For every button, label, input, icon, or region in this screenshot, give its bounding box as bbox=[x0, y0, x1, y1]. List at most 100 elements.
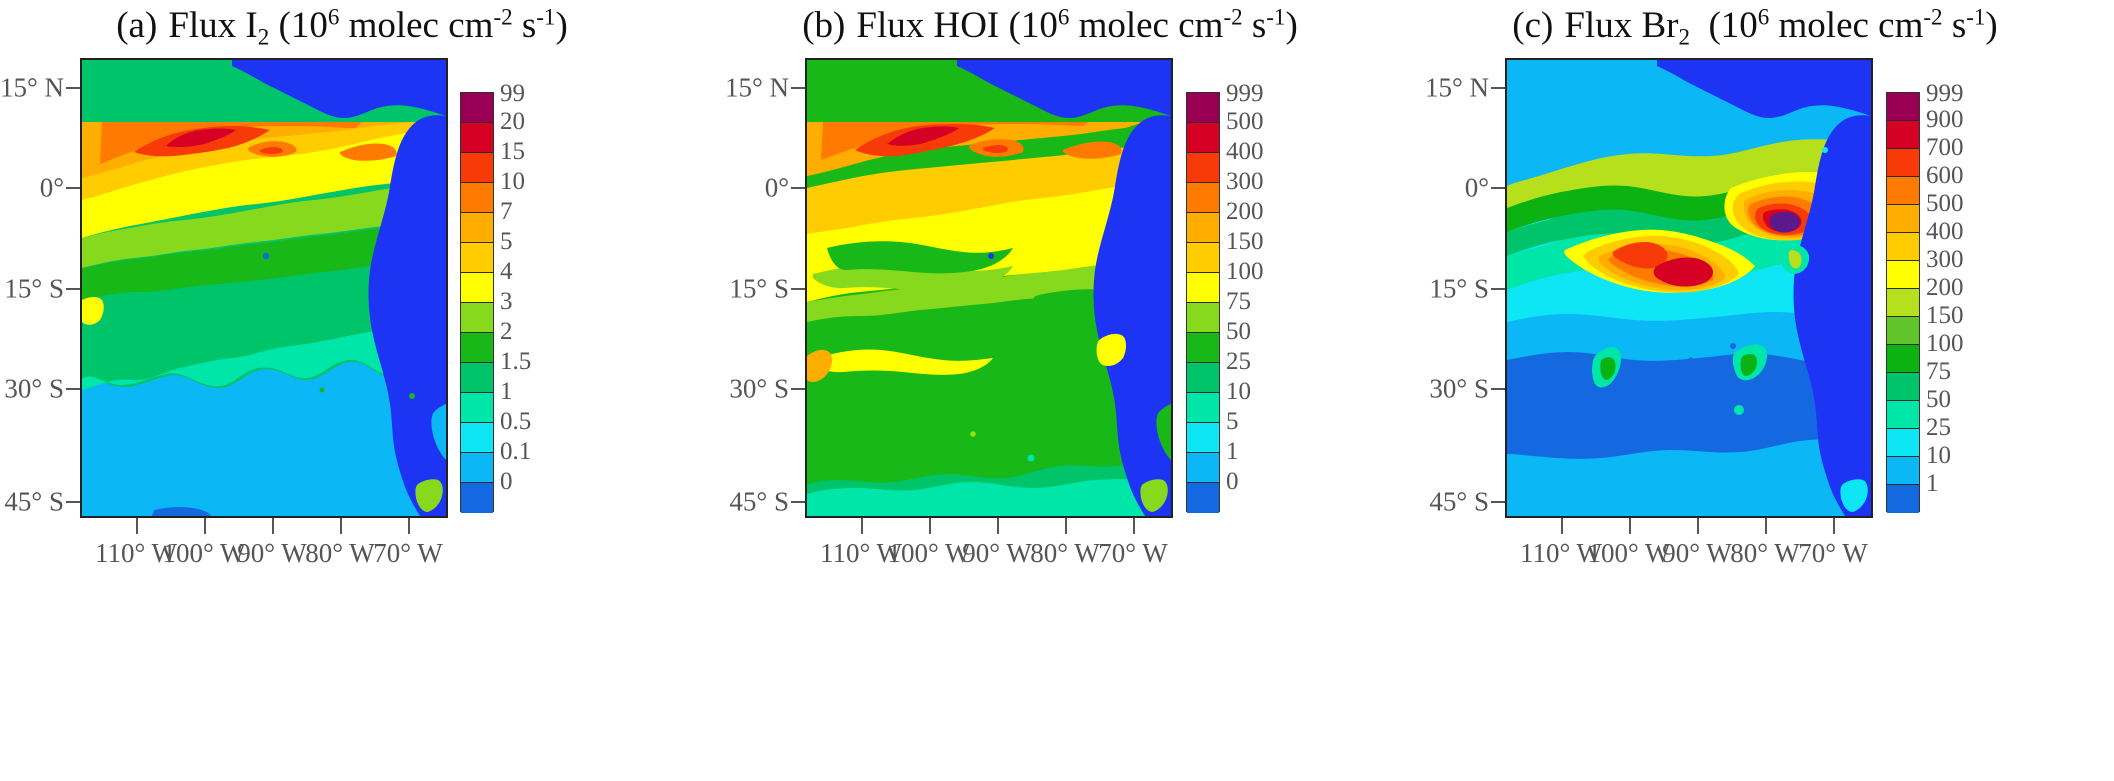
colorbar-a-label-0: 99 bbox=[500, 80, 525, 107]
colorbar-a-label-1: 20 bbox=[500, 108, 525, 135]
colorbar-c-segment-8 bbox=[1887, 317, 1919, 345]
x-tick-mark-c-0 bbox=[1561, 518, 1563, 534]
colorbar-a-segment-13 bbox=[461, 483, 493, 513]
colorbar-c-label-9: 100 bbox=[1926, 330, 1964, 357]
colorbar-a-segment-2 bbox=[461, 153, 493, 183]
y-tick-label-c-2: 15° S bbox=[1429, 273, 1489, 304]
panel-c-title-subscript: 2 bbox=[1678, 24, 1690, 50]
x-tick-label-a-4: 70° W bbox=[373, 538, 443, 568]
y-tick-mark-a-4 bbox=[66, 501, 80, 503]
colorbar-a-label-13: 0 bbox=[500, 468, 513, 495]
colorbar-b-segment-9 bbox=[1187, 363, 1219, 393]
colorbar-c-segment-0 bbox=[1887, 93, 1919, 121]
x-tick-label-c-0: 110° W bbox=[1519, 538, 1603, 568]
colorbar-b-label-12: 1 bbox=[1226, 438, 1239, 465]
colorbar-b-segment-3 bbox=[1187, 183, 1219, 213]
map-panel-b[interactable] bbox=[805, 58, 1173, 518]
x-tick-label-c-4: 70° W bbox=[1798, 538, 1868, 568]
colorbar-a-segment-6 bbox=[461, 273, 493, 303]
colorbar-a-label-11: 0.5 bbox=[500, 408, 532, 435]
colorbar-c-label-0: 999 bbox=[1926, 80, 1964, 107]
colorbar-a-segment-12 bbox=[461, 453, 493, 483]
map-panel-a[interactable] bbox=[80, 58, 448, 518]
colorbar-b-label-5: 150 bbox=[1226, 228, 1264, 255]
x-tick-mark-a-4 bbox=[408, 518, 410, 534]
colorbar-c-segment-13 bbox=[1887, 457, 1919, 485]
panel-c-units-s: s bbox=[1951, 5, 1967, 46]
colorbar-a-segment-1 bbox=[461, 123, 493, 153]
y-tick-label-b-2: 15° S bbox=[729, 273, 789, 304]
panel-b-units-exponent: 6 bbox=[1057, 4, 1070, 30]
colorbar-b-label-10: 10 bbox=[1226, 378, 1251, 405]
colorbar-c-segment-10 bbox=[1887, 373, 1919, 401]
colorbar-b[interactable] bbox=[1186, 92, 1220, 513]
colorbar-b-label-9: 25 bbox=[1226, 348, 1251, 375]
y-tick-label-c-4: 45° S bbox=[1429, 486, 1489, 517]
colorbar-b-segment-11 bbox=[1187, 423, 1219, 453]
panel-c-title-main: Flux Br bbox=[1564, 5, 1679, 46]
colorbar-b-label-11: 5 bbox=[1226, 408, 1239, 435]
colorbar-b-segment-13 bbox=[1187, 483, 1219, 513]
colorbar-a-label-12: 0.1 bbox=[500, 438, 532, 465]
panel-c: (c) Flux Br2 (106 molec cm-2 s-1) bbox=[1420, 0, 2114, 781]
colorbar-c-segment-14 bbox=[1887, 485, 1919, 513]
y-tick-label-c-0: 15° N bbox=[1424, 72, 1489, 103]
colorbar-c-label-6: 300 bbox=[1926, 246, 1964, 273]
colorbar-c-label-12: 25 bbox=[1926, 414, 1951, 441]
colorbar-a-label-4: 7 bbox=[500, 198, 513, 225]
colorbar-b-segment-0 bbox=[1187, 93, 1219, 123]
x-tick-label-c-2: 90° W bbox=[1662, 538, 1732, 568]
y-tick-label-a-2: 15° S bbox=[4, 273, 64, 304]
x-tick-label-a-2: 90° W bbox=[237, 538, 307, 568]
contour-map-a bbox=[82, 60, 446, 516]
colorbar-c-segment-6 bbox=[1887, 261, 1919, 289]
colorbar-c[interactable] bbox=[1886, 92, 1920, 513]
panel-c-units-sup2: -1 bbox=[1966, 4, 1986, 30]
colorbar-a-segment-7 bbox=[461, 303, 493, 333]
colorbar-c-label-13: 10 bbox=[1926, 442, 1951, 469]
colorbar-c-label-7: 200 bbox=[1926, 274, 1964, 301]
panel-c-units-exponent: 6 bbox=[1757, 4, 1770, 30]
panel-c-units-close: ) bbox=[1985, 5, 1998, 46]
colorbar-a-segment-10 bbox=[461, 393, 493, 423]
colorbar-b-label-13: 0 bbox=[1226, 468, 1239, 495]
y-tick-label-a-3: 30° S bbox=[4, 373, 64, 404]
contour-map-b bbox=[807, 60, 1171, 516]
y-tick-label-b-4: 45° S bbox=[729, 486, 789, 517]
panel-c-units-sup1: -2 bbox=[1923, 4, 1943, 30]
colorbar-a-label-8: 2 bbox=[500, 318, 513, 345]
y-tick-mark-c-3 bbox=[1491, 388, 1505, 390]
colorbar-c-segment-12 bbox=[1887, 429, 1919, 457]
colorbar-b-segment-5 bbox=[1187, 243, 1219, 273]
y-tick-mark-b-0 bbox=[791, 87, 805, 89]
colorbar-c-label-3: 600 bbox=[1926, 162, 1964, 189]
colorbar-c-segment-4 bbox=[1887, 205, 1919, 233]
panel-a-units-sup2: -1 bbox=[536, 4, 556, 30]
colorbar-b-segment-1 bbox=[1187, 123, 1219, 153]
colorbar-c-label-2: 700 bbox=[1926, 134, 1964, 161]
colorbar-a[interactable] bbox=[460, 92, 494, 513]
colorbar-a-segment-4 bbox=[461, 213, 493, 243]
colorbar-a-label-7: 3 bbox=[500, 288, 513, 315]
y-tick-mark-c-1 bbox=[1491, 187, 1505, 189]
panel-c-units-open: (10 bbox=[1708, 5, 1758, 46]
panel-b-units-open: (10 bbox=[1008, 5, 1058, 46]
x-tick-label-b-0: 110° W bbox=[819, 538, 903, 568]
colorbar-a-label-10: 1 bbox=[500, 378, 513, 405]
panel-a-label: (a) bbox=[116, 5, 158, 46]
colorbar-c-segment-2 bbox=[1887, 149, 1919, 177]
panel-c-title: (c) Flux Br2 (106 molec cm-2 s-1) bbox=[1408, 4, 2102, 50]
x-tick-mark-c-2 bbox=[1697, 518, 1699, 534]
y-tick-label-b-3: 30° S bbox=[729, 373, 789, 404]
y-tick-mark-b-3 bbox=[791, 388, 805, 390]
colorbar-c-segment-1 bbox=[1887, 121, 1919, 149]
panel-c-label: (c) bbox=[1512, 5, 1554, 46]
y-tick-label-b-0: 15° N bbox=[724, 72, 789, 103]
map-panel-c[interactable] bbox=[1505, 58, 1873, 518]
panel-a: (a) Flux I2 (106 molec cm-2 s-1) bbox=[0, 0, 700, 781]
x-tick-mark-a-3 bbox=[340, 518, 342, 534]
panel-a-units-sup1: -2 bbox=[493, 4, 513, 30]
panel-b-units-mid: molec cm bbox=[1078, 5, 1224, 46]
x-tick-label-b-2: 90° W bbox=[962, 538, 1032, 568]
